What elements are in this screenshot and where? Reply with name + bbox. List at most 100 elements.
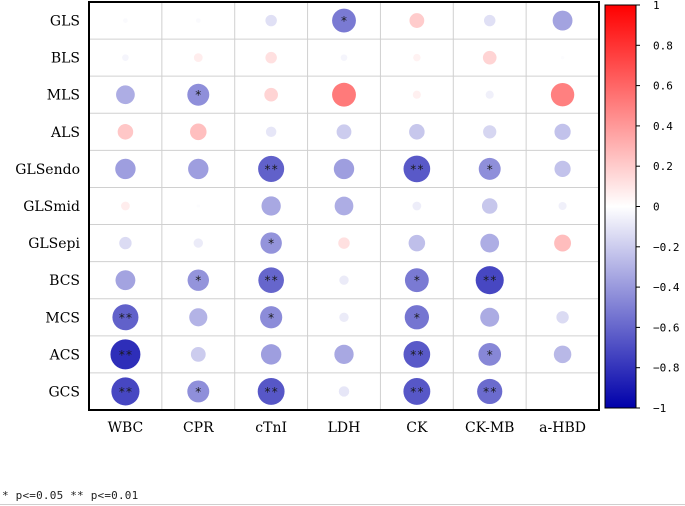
column-label-WBC: WBC bbox=[108, 420, 144, 436]
corr-circle-ACS-CK bbox=[403, 341, 431, 368]
corr-circle-MLS-cTnI bbox=[264, 87, 278, 102]
corr-circle-MCS-CK bbox=[404, 305, 430, 330]
corr-circle-MLS-CK bbox=[412, 90, 421, 99]
corr-circle-MCS-WBC bbox=[112, 304, 139, 331]
corr-circle-GLS-CPR bbox=[195, 18, 201, 23]
significance-mark: ** bbox=[118, 348, 132, 362]
corr-circle-ALS-CPR bbox=[190, 123, 207, 141]
significance-mark: * bbox=[413, 311, 420, 325]
corr-circle-MCS-CK-MB bbox=[480, 307, 500, 327]
corr-circle-BCS-CPR bbox=[187, 269, 210, 291]
corr-circle-ALS-a-HBD bbox=[554, 123, 571, 140]
corr-circle-BLS-CK bbox=[413, 53, 421, 62]
corr-circle-BCS-CK bbox=[404, 268, 429, 293]
significance-mark: * bbox=[268, 311, 275, 325]
corr-circle-MLS-LDH bbox=[332, 82, 356, 107]
row-label-BCS: BCS bbox=[49, 273, 80, 289]
significance-mark: ** bbox=[264, 162, 278, 176]
corr-circle-GCS-LDH bbox=[338, 386, 350, 397]
corr-circle-BCS-CK-MB bbox=[475, 266, 504, 295]
corr-circle-GLSepi-CK bbox=[408, 234, 426, 252]
significance-mark: ** bbox=[482, 274, 496, 288]
corr-circle-GLSmid-WBC bbox=[121, 201, 130, 211]
corr-circle-GLS-a-HBD bbox=[552, 10, 573, 31]
column-label-LDH: LDH bbox=[328, 420, 361, 436]
corr-circle-GLSepi-LDH bbox=[338, 237, 350, 249]
corr-circle-GCS-CPR bbox=[187, 380, 210, 403]
corr-circle-ACS-WBC bbox=[110, 339, 141, 370]
corr-circle-ALS-CK-MB bbox=[483, 125, 497, 139]
corr-circle-GLSepi-WBC bbox=[119, 236, 132, 250]
corr-circle-ACS-cTnI bbox=[260, 344, 282, 365]
row-label-GLSepi: GLSepi bbox=[28, 236, 80, 252]
corr-circle-BLS-cTnI bbox=[265, 51, 277, 64]
corr-circle-GLSendo-CPR bbox=[188, 158, 209, 180]
corr-circle-ACS-CPR bbox=[190, 346, 206, 362]
corr-circle-ACS-a-HBD bbox=[553, 345, 572, 364]
corr-circle-GLSepi-a-HBD bbox=[554, 234, 572, 252]
column-label-CK-MB: CK-MB bbox=[465, 420, 515, 436]
corr-circle-MCS-CPR bbox=[189, 308, 208, 327]
row-label-MLS: MLS bbox=[47, 88, 80, 104]
corr-circle-MCS-cTnI bbox=[260, 306, 283, 329]
corr-circle-GLSmid-CPR bbox=[196, 204, 200, 208]
plot-border bbox=[88, 1, 600, 411]
significance-mark: ** bbox=[264, 274, 278, 288]
corr-circle-BLS-CK-MB bbox=[482, 50, 497, 65]
corr-circle-BCS-cTnI bbox=[258, 267, 284, 294]
corr-circle-MLS-CK-MB bbox=[485, 90, 494, 99]
corr-circle-GLS-cTnI bbox=[265, 14, 277, 27]
significance-mark: ** bbox=[118, 311, 132, 325]
significance-mark: ** bbox=[482, 385, 496, 399]
row-label-MCS: MCS bbox=[45, 310, 80, 326]
colorbar bbox=[604, 4, 637, 409]
corr-circle-GLSmid-CK-MB bbox=[481, 198, 498, 214]
bottom-divider bbox=[0, 504, 685, 505]
column-label-CPR: CPR bbox=[183, 420, 214, 436]
corr-circle-ALS-LDH bbox=[336, 124, 352, 140]
significance-mark: * bbox=[268, 237, 275, 251]
column-label-a-HBD: a-HBD bbox=[539, 420, 586, 436]
corr-circle-MLS-WBC bbox=[116, 85, 135, 105]
corr-circle-BLS-LDH bbox=[340, 54, 348, 61]
corr-circle-GLSendo-CK-MB bbox=[478, 157, 501, 180]
corr-circle-ACS-LDH bbox=[334, 344, 354, 365]
corr-circle-GLSmid-cTnI bbox=[261, 196, 281, 216]
corr-circle-BLS-a-HBD bbox=[560, 55, 565, 60]
corr-circle-GLSepi-cTnI bbox=[260, 232, 282, 254]
significance-mark: ** bbox=[410, 385, 424, 399]
corr-circle-GLS-LDH bbox=[332, 8, 356, 33]
colorbar-tick-label: 1 bbox=[653, 0, 660, 12]
corr-circle-MCS-a-HBD bbox=[556, 311, 569, 324]
corr-circle-MLS-CPR bbox=[187, 83, 210, 106]
row-label-GCS: GCS bbox=[49, 384, 81, 400]
significance-footnote: * p<=0.05 ** p<=0.01 bbox=[2, 489, 139, 502]
colorbar-tick-label: −0.6 bbox=[653, 321, 680, 334]
corr-circle-BCS-LDH bbox=[339, 275, 349, 285]
corr-circle-GLSendo-WBC bbox=[115, 158, 136, 180]
column-label-CK: CK bbox=[406, 420, 428, 436]
row-label-GLSendo: GLSendo bbox=[15, 162, 80, 178]
corr-circle-GLSmid-CK bbox=[412, 201, 422, 211]
column-label-cTnI: cTnI bbox=[255, 420, 287, 436]
corr-circle-GLS-CK bbox=[409, 13, 425, 28]
corr-circle-ACS-CK-MB bbox=[478, 343, 502, 366]
row-label-GLSmid: GLSmid bbox=[23, 199, 80, 215]
significance-mark: * bbox=[195, 385, 202, 399]
significance-mark: ** bbox=[410, 162, 424, 176]
corr-circle-GCS-CK-MB bbox=[477, 378, 503, 405]
corr-circle-GLSepi-CK-MB bbox=[480, 233, 500, 253]
colorbar-tick-label: −1 bbox=[653, 402, 666, 415]
colorbar-tick-label: −0.2 bbox=[653, 241, 680, 254]
significance-mark: * bbox=[413, 274, 420, 288]
corr-circle-GLS-WBC bbox=[123, 18, 128, 23]
significance-mark: * bbox=[486, 348, 493, 362]
corr-circle-GLSmid-a-HBD bbox=[558, 201, 567, 211]
corr-circle-GLSendo-cTnI bbox=[258, 155, 285, 182]
corr-circle-GCS-CK bbox=[403, 378, 431, 405]
significance-mark: ** bbox=[118, 385, 132, 399]
colorbar-tick-label: −0.4 bbox=[653, 281, 680, 294]
corr-circle-ALS-CK bbox=[409, 124, 425, 140]
corr-circle-ALS-WBC bbox=[117, 124, 134, 140]
